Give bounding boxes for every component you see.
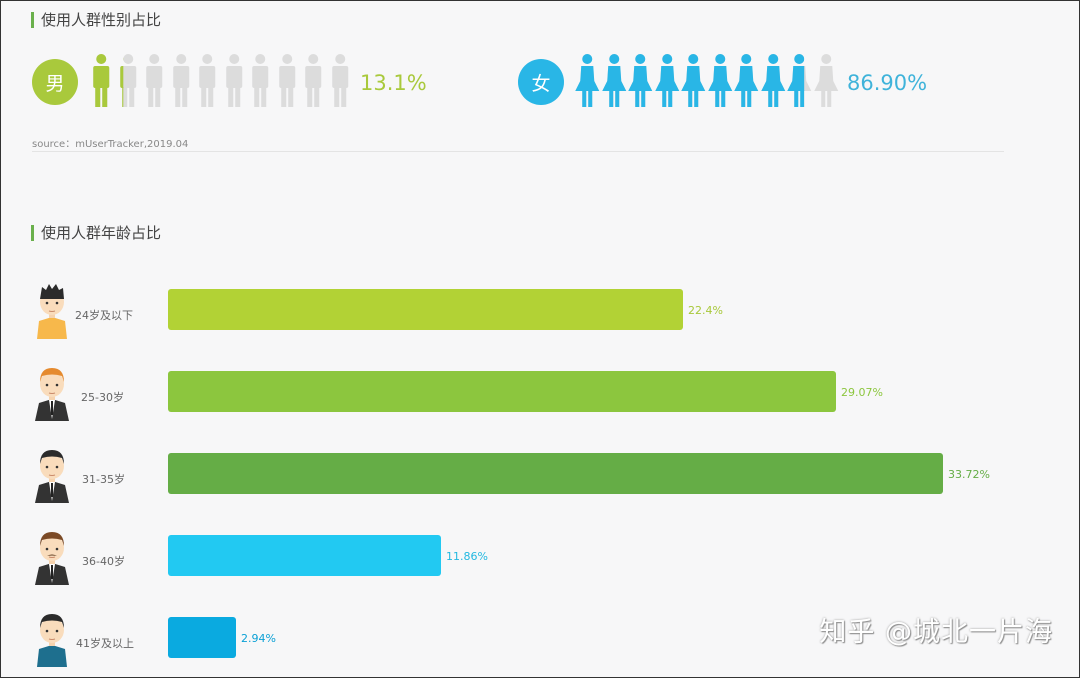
age-row: 24岁及以下 22.4% [1,281,1080,341]
age-bar [168,617,236,658]
watermark: 知乎 @城北一片海 [819,617,1053,648]
female-figure [786,53,813,109]
male-figure-icon [199,54,216,107]
female-figure-icon [787,54,812,107]
male-figure-icon [119,54,136,107]
female-figure [574,53,601,109]
male-figure-icon [305,54,322,107]
female-figure [680,53,707,109]
age-avatar-icon [31,363,73,421]
female-figure [733,53,760,109]
age-bar-value: 22.4% [688,304,723,317]
male-badge: 男 [32,59,78,105]
male-figure-icon [331,54,348,107]
male-figure [141,53,168,109]
age-bar [168,535,441,576]
age-row: 36-40岁 11.86% [1,527,1080,587]
age-avatar-icon [31,609,73,667]
age-avatar-icon [31,281,73,339]
female-figure-icon [681,54,706,107]
age-section-title: 使用人群年龄占比 [31,222,161,243]
gender-title-text: 使用人群性别占比 [41,11,162,29]
male-figure [115,53,142,109]
female-figure [813,53,840,109]
age-label: 31-35岁 [82,473,125,486]
male-figure-icon [278,54,295,107]
age-label: 25-30岁 [81,391,124,404]
female-figure [627,53,654,109]
female-figure [760,53,787,109]
title-accent-bar [31,224,34,241]
female-figure-icon [654,54,679,107]
age-label: 24岁及以下 [75,309,133,322]
age-bar-value: 11.86% [446,550,488,563]
age-title-text: 使用人群年龄占比 [41,224,162,242]
male-figure-icon [225,54,242,107]
male-figure-row [88,53,353,109]
male-figure [274,53,301,109]
female-figure-row [574,53,839,109]
female-figure-icon [760,54,785,107]
male-label: 男 [45,72,65,95]
male-figure-icon [252,54,269,107]
age-row: 31-35岁 33.72% [1,445,1080,505]
age-bar-value: 33.72% [948,468,990,481]
male-figure [300,53,327,109]
male-figure-icon [93,54,110,107]
female-figure-icon [628,54,653,107]
male-figure-icon [172,54,189,107]
age-bar-value: 29.07% [841,386,883,399]
age-bar [168,289,683,330]
female-figure-icon [707,54,732,107]
female-figure [707,53,734,109]
female-figure [601,53,628,109]
male-figure [88,53,115,109]
age-bar [168,371,836,412]
female-figure-icon [734,54,759,107]
age-label: 41岁及以上 [76,637,134,650]
title-accent-bar [31,11,34,28]
male-figure [247,53,274,109]
male-percent: 13.1% [360,71,427,95]
gender-section-title: 使用人群性别占比 [31,9,161,30]
age-avatar-icon [31,445,73,503]
female-badge: 女 [518,59,564,105]
female-figure [654,53,681,109]
male-figure [168,53,195,109]
age-row: 41岁及以上 2.94% [1,609,1080,669]
female-figure-icon [601,54,626,107]
section-divider [32,151,1004,152]
source-note: source：mUserTracker,2019.04 [32,139,189,150]
male-figure [327,53,354,109]
age-avatar-icon [31,527,73,585]
age-bar-value: 2.94% [241,632,276,645]
female-label: 女 [531,72,551,95]
age-label: 36-40岁 [82,555,125,568]
male-figure [221,53,248,109]
age-bar [168,453,943,494]
male-figure-icon [146,54,163,107]
age-row: 25-30岁 29.07% [1,363,1080,423]
male-figure [194,53,221,109]
female-figure-icon [813,54,838,107]
female-figure-icon [575,54,600,107]
female-percent: 86.90% [847,71,928,95]
